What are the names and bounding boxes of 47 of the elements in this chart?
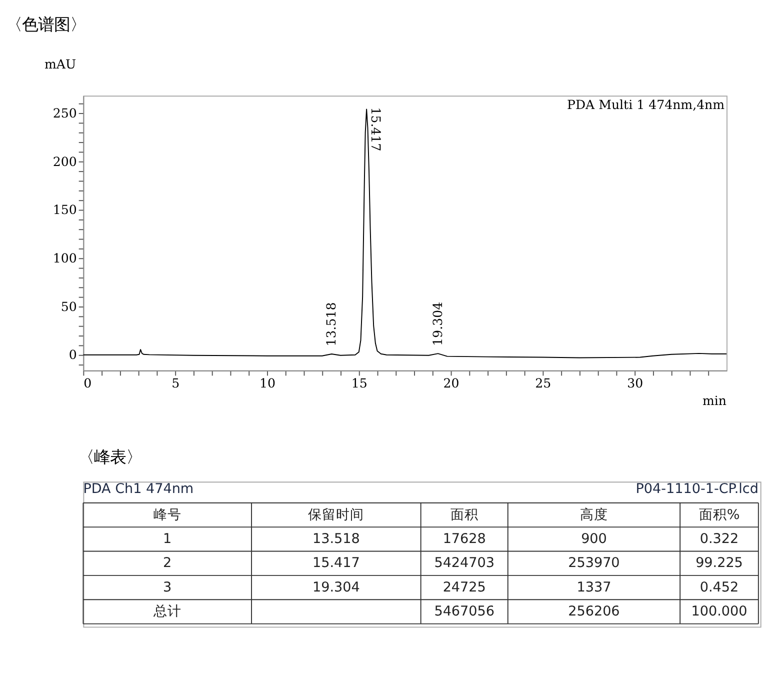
text: 17628 (442, 531, 486, 548)
text: 面积 (450, 506, 478, 523)
y-tick-label: 250 (52, 105, 77, 120)
x-tick-label: 10 (259, 375, 276, 390)
text: 99.225 (696, 555, 743, 572)
text: 100.000 (691, 604, 748, 620)
annotation: PDA Multi 1 474nm,4nm (566, 97, 725, 112)
text: 15.417 (312, 555, 360, 572)
text: PDA Ch1 474nm (83, 481, 194, 498)
text: 19.304 (312, 579, 360, 596)
text: 峰号 (153, 506, 182, 523)
y-tick-label: 50 (60, 298, 77, 314)
text: 1 (163, 531, 172, 548)
annotation: 15.417 (368, 107, 384, 152)
x-tick-label: 0 (84, 375, 92, 390)
x-axis-title: min (702, 393, 726, 408)
text: 1337 (576, 579, 612, 596)
chart-title: 〈色谱图〉 (6, 14, 86, 34)
text: 256206 (568, 604, 620, 620)
text: 24725 (442, 579, 486, 596)
x-tick-label: 20 (443, 375, 460, 390)
x-tick-label: 30 (627, 375, 644, 390)
text: 5467056 (434, 604, 494, 620)
annotation: 19.304 (430, 302, 445, 346)
x-tick-label: 25 (535, 375, 552, 390)
text: 2 (163, 555, 172, 572)
text: 0.452 (700, 579, 739, 596)
text: 总计 (152, 604, 182, 620)
text: 3 (163, 579, 172, 596)
y-axis-title: mAU (44, 56, 76, 72)
y-tick-label: 0 (68, 347, 77, 362)
y-tick-label: 100 (52, 250, 77, 266)
y-tick-label: 200 (52, 154, 77, 169)
text: 5424703 (434, 555, 494, 572)
text: 13.518 (312, 531, 360, 548)
text: P04-1110-1-CP.lcd (636, 481, 758, 498)
text: 高度 (580, 506, 608, 523)
text: 面积% (698, 506, 740, 523)
text: 0.322 (700, 531, 739, 548)
text: 〈峰表〉 (78, 447, 142, 466)
text: 900 (581, 531, 607, 548)
text: 253970 (568, 555, 620, 572)
annotation: 13.518 (324, 302, 339, 346)
y-tick-label: 150 (52, 202, 77, 218)
text: 保留时间 (308, 506, 364, 523)
x-tick-label: 15 (351, 375, 368, 390)
x-tick-label: 5 (172, 375, 180, 390)
